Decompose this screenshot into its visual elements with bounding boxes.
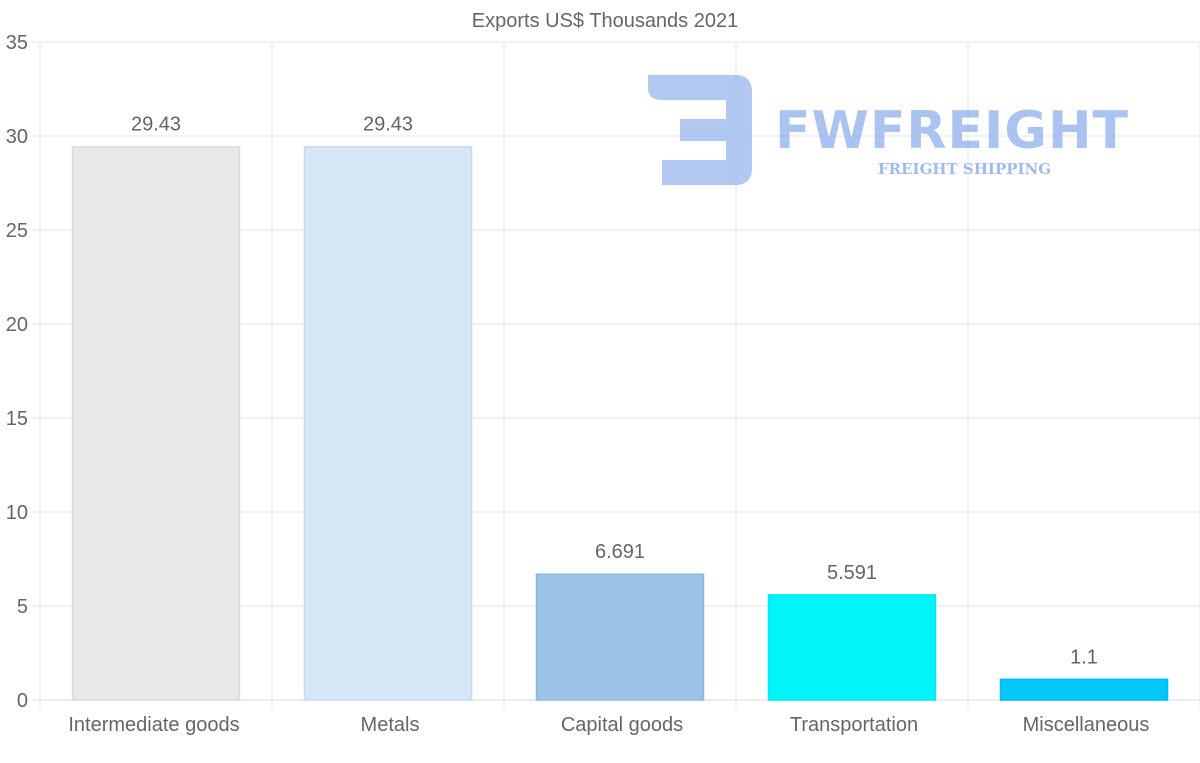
x-category-label: Transportation [790,714,918,736]
x-category-label: Intermediate goods [68,714,239,736]
x-category-label: Miscellaneous [1023,714,1150,736]
x-category-label: Metals [361,714,420,736]
x-category-label: Capital goods [561,714,683,736]
fwfreight-logo-icon [648,75,752,185]
chart-title: Exports US$ Thousands 2021 [472,10,738,32]
bar-value-label: 6.691 [595,541,645,563]
y-tick-label: 5 [17,596,28,618]
y-tick-label: 30 [6,126,28,148]
y-tick-label: 25 [6,220,28,242]
labels: 0 5 10 15 20 25 30 35 29.43 Intermediate goods 29.… [6,32,1150,736]
y-tick-label: 0 [17,690,28,712]
bar [767,594,937,701]
bar-value-label: 29.43 [363,114,413,136]
y-tick-label: 35 [6,32,28,54]
y-tick-label: 15 [6,408,28,430]
bar-value-label: 29.43 [131,114,181,136]
bar [71,145,241,701]
bar-value-label: 1.1 [1070,646,1098,668]
bar [303,145,473,701]
watermark-logo: FWFREIGHT FREIGHT SHIPPING [648,75,1129,185]
bar [999,678,1169,701]
y-tick-label: 10 [6,502,28,524]
watermark-tagline: FREIGHT SHIPPING [878,160,1051,178]
y-tick-label: 20 [6,314,28,336]
watermark-brand: FWFREIGHT [775,101,1129,161]
bars [71,145,1169,701]
bar-value-label: 5.591 [827,562,877,584]
bar [535,573,705,701]
